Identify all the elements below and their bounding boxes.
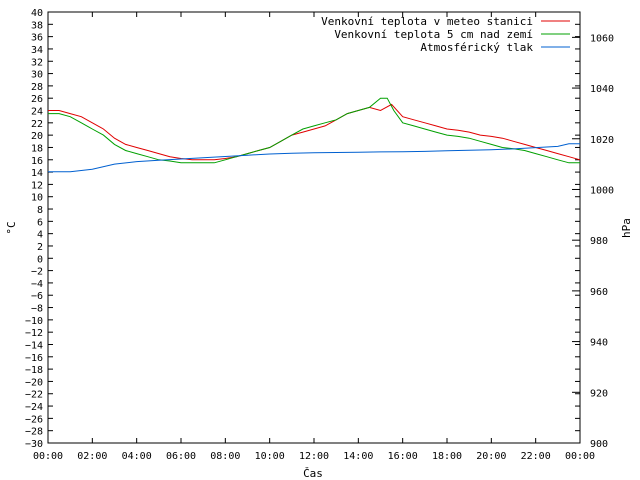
legend-label-2: Venkovní teplota 5 cm nad zemí: [334, 28, 533, 41]
y-tick-label: −14: [25, 340, 43, 351]
y-axis-title: °C: [5, 221, 18, 234]
y-tick-label: 10: [31, 193, 43, 204]
y-tick-label: 6: [37, 217, 43, 228]
x-tick-label: 02:00: [77, 451, 107, 462]
y-tick-label: 8: [37, 205, 43, 216]
x-tick-label: 12:00: [299, 451, 329, 462]
y2-tick-label: 940: [590, 338, 608, 349]
y-tick-label: −6: [31, 291, 43, 302]
y2-tick-label: 920: [590, 388, 608, 399]
y-tick-label: −8: [31, 304, 43, 315]
y-tick-label: 38: [31, 20, 43, 31]
y-tick-label: −26: [25, 414, 43, 425]
series-lines: [48, 97, 581, 173]
x-tick-label: 00:00: [33, 451, 63, 462]
legend: Venkovní teplota v meteo staniciVenkovní…: [321, 15, 570, 54]
y-tick-label: 30: [31, 70, 43, 81]
x-tick-label: 04:00: [122, 451, 152, 462]
y-tick-label: 34: [31, 45, 43, 56]
y2-tick-label: 960: [590, 287, 608, 298]
y2-tick-label: 1000: [590, 185, 614, 196]
x-tick-label: 16:00: [388, 451, 418, 462]
y-tick-label: 32: [31, 57, 43, 68]
x-tick-label: 08:00: [210, 451, 240, 462]
y-tick-label: 4: [37, 230, 43, 241]
x-axis-title: Čas: [303, 467, 323, 480]
y-tick-label: −4: [31, 279, 43, 290]
y-tick-label: −16: [25, 353, 43, 364]
x-tick-label: 06:00: [166, 451, 196, 462]
y-tick-label: 20: [31, 131, 43, 142]
y-tick-label: −22: [25, 390, 43, 401]
series-line-1: [48, 103, 581, 161]
y-tick-label: −20: [25, 377, 43, 388]
x-tick-label: 22:00: [521, 451, 551, 462]
y-tick-label: 14: [31, 168, 43, 179]
y-tick-label: 36: [31, 33, 43, 44]
legend-label-3: Atmosférický tlak: [420, 41, 533, 54]
y2-tick-label: 980: [590, 236, 608, 247]
y-tick-label: −10: [25, 316, 43, 327]
x-tick-label: 18:00: [432, 451, 462, 462]
y-tick-label: 18: [31, 143, 43, 154]
x-tick-label: 00:00: [565, 451, 595, 462]
axes: [47, 11, 581, 444]
y-tick-label: 22: [31, 119, 43, 130]
y-tick-label: 24: [31, 107, 43, 118]
y2-tick-label: 900: [590, 439, 608, 450]
series-line-3: [48, 143, 580, 173]
y-tick-label: −18: [25, 365, 43, 376]
y-tick-label: −24: [25, 402, 43, 413]
y-tick-label: −12: [25, 328, 43, 339]
y-tick-label: −2: [31, 267, 43, 278]
y-tick-label: 12: [31, 180, 43, 191]
y-tick-label: 16: [31, 156, 43, 167]
y2-tick-label: 1040: [590, 84, 614, 95]
ticks: 4038363432302826242220181614121086420−2−…: [25, 8, 614, 462]
x-tick-label: 14:00: [343, 451, 373, 462]
x-tick-label: 20:00: [476, 451, 506, 462]
y-tick-label: −28: [25, 427, 43, 438]
x-tick-label: 10:00: [255, 451, 285, 462]
y-tick-label: 26: [31, 94, 43, 105]
y2-tick-label: 1020: [590, 135, 614, 146]
legend-label-1: Venkovní teplota v meteo stanici: [321, 15, 533, 28]
y-tick-label: 40: [31, 8, 43, 19]
y2-axis-title: hPa: [620, 218, 633, 238]
y-tick-label: −30: [25, 439, 43, 450]
y-tick-label: 28: [31, 82, 43, 93]
y2-tick-label: 1060: [590, 33, 614, 44]
y-tick-label: 2: [37, 242, 43, 253]
series-line-2: [48, 97, 580, 164]
plot-frame: [47, 11, 581, 444]
y-tick-label: 0: [37, 254, 43, 265]
